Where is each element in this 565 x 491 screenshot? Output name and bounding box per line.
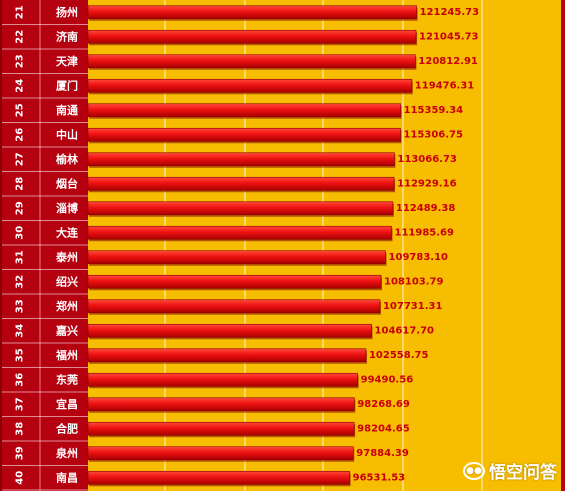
watermark-text: 悟空问答 — [489, 463, 557, 483]
value-label: 120812.91 — [418, 56, 478, 67]
value-label: 98204.65 — [357, 423, 410, 434]
city-label: 泰州 — [55, 250, 78, 264]
bar — [87, 54, 416, 69]
wukong-logo-icon: ●● — [463, 461, 485, 480]
city-label: 宜昌 — [56, 397, 78, 411]
value-label: 97884.39 — [356, 448, 409, 459]
bar — [87, 176, 395, 191]
city-label: 中山 — [56, 127, 78, 141]
city-label: 福州 — [55, 348, 78, 362]
rank-label: 32 — [15, 275, 26, 289]
bar — [87, 103, 401, 118]
bar — [87, 78, 413, 93]
city-label: 天津 — [56, 54, 78, 68]
city-label: 厦门 — [56, 78, 78, 92]
city-label: 南通 — [56, 103, 78, 117]
value-label: 112929.16 — [397, 178, 457, 189]
bar — [87, 152, 395, 167]
bar — [87, 446, 354, 461]
bar — [87, 29, 417, 44]
right-border — [561, 0, 565, 491]
city-label: 扬州 — [56, 5, 78, 19]
value-label: 111985.69 — [395, 227, 455, 238]
value-label: 104617.70 — [375, 325, 435, 336]
rank-label: 39 — [15, 446, 26, 460]
value-label: 98268.69 — [357, 399, 410, 410]
city-label: 大连 — [56, 225, 79, 239]
bar — [87, 127, 401, 142]
bar — [87, 372, 358, 387]
city-label: 嘉兴 — [55, 323, 78, 337]
bar — [87, 397, 355, 412]
rank-label: 28 — [15, 177, 26, 191]
bar — [87, 274, 382, 289]
value-label: 119476.31 — [415, 80, 475, 91]
rank-label: 26 — [15, 128, 26, 142]
bar — [87, 201, 394, 216]
value-label: 115359.34 — [404, 105, 464, 116]
bar — [87, 250, 386, 265]
value-label: 115306.75 — [404, 129, 464, 140]
city-label: 绍兴 — [56, 274, 78, 288]
rank-label: 22 — [15, 30, 26, 44]
city-label: 南昌 — [56, 470, 78, 484]
city-label: 郑州 — [56, 299, 78, 313]
rank-label: 21 — [15, 5, 26, 19]
value-label: 121045.73 — [419, 31, 479, 42]
bar — [87, 299, 381, 314]
rank-label: 33 — [15, 299, 26, 313]
city-label: 烟台 — [56, 176, 78, 190]
rank-label: 23 — [15, 54, 26, 68]
rank-label: 25 — [15, 103, 26, 117]
city-label: 合肥 — [56, 421, 78, 435]
table-left-edge — [0, 0, 2, 491]
value-label: 108103.79 — [384, 276, 444, 287]
city-label: 济南 — [56, 29, 78, 43]
city-label: 榆林 — [56, 152, 78, 166]
bar — [87, 225, 392, 240]
rank-label: 24 — [15, 79, 26, 93]
bar — [87, 421, 355, 436]
rank-label: 31 — [15, 250, 26, 264]
value-label: 121245.73 — [420, 7, 480, 18]
rank-label: 34 — [15, 324, 26, 338]
value-label: 113066.73 — [397, 154, 457, 165]
value-label: 109783.10 — [389, 252, 449, 263]
value-label: 107731.31 — [383, 301, 443, 312]
bar — [87, 323, 372, 338]
value-label: 96531.53 — [353, 472, 406, 483]
value-label: 102558.75 — [369, 350, 429, 361]
bar — [87, 470, 350, 485]
value-label: 112489.38 — [396, 203, 456, 214]
rank-label: 40 — [15, 471, 26, 485]
city-label: 淄博 — [56, 201, 78, 215]
rank-label: 36 — [15, 373, 26, 387]
bar — [87, 348, 367, 363]
watermark: ●● 悟空问答 — [463, 458, 557, 483]
rank-label: 37 — [15, 397, 26, 411]
rank-label: 30 — [15, 226, 26, 240]
city-label: 东莞 — [56, 372, 78, 386]
bar — [87, 5, 417, 20]
city-label: 泉州 — [55, 446, 78, 460]
rank-label: 38 — [15, 422, 26, 436]
rank-label: 27 — [15, 152, 26, 166]
rank-label: 35 — [15, 348, 26, 362]
rank-label: 29 — [15, 201, 26, 215]
value-label: 99490.56 — [361, 374, 414, 385]
